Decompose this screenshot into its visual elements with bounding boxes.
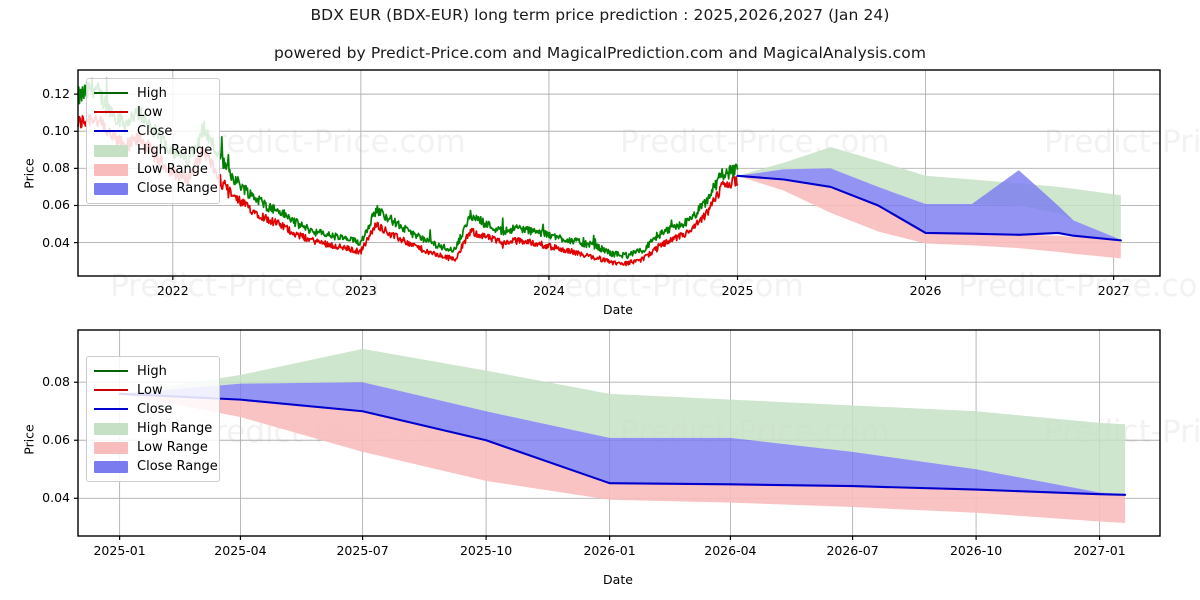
x-axis-tick-label: 2025-01 (93, 543, 146, 558)
x-axis-tick-label: 2026-01 (583, 543, 636, 558)
top-chart-legend-swatch-icon (94, 182, 128, 195)
top-chart-panel: Price Date Predict-Price.com Predict-Pric… (22, 69, 1200, 317)
x-axis-tick-label: 2024 (533, 283, 565, 298)
top-chart-legend-label: High Range (137, 143, 213, 158)
low-range-band (737, 175, 1121, 259)
x-axis-tick-label: 2027-01 (1073, 543, 1126, 558)
top-chart-legend-label: Close (137, 124, 173, 139)
forecast-bands (119, 348, 1126, 523)
bottom-chart-legend-swatch-icon (94, 441, 128, 454)
bottom-chart-panel: Price Date Predict-Price.comPredict-Pric… (0, 310, 1200, 600)
forecast-close-line (736, 174, 1122, 242)
bottom-chart-legend-label: Close (137, 402, 173, 417)
forecast-bands (737, 147, 1121, 259)
bottom-chart-legend-label: High Range (137, 421, 213, 436)
page-subtitle: powered by Predict-Price.com and Magical… (273, 44, 927, 62)
y-axis-tick-label: 0.06 (42, 197, 70, 213)
y-axis-tick-label: 0.04 (42, 490, 70, 506)
close-range-band (119, 382, 1126, 495)
bottom-chart-legend-swatch-icon (94, 460, 128, 473)
high-range-band (119, 348, 1126, 495)
bottom-chart-legend-label: Close Range (137, 459, 218, 474)
forecast-close-line (118, 392, 1127, 496)
y-axis-tick-label: 0.04 (42, 234, 70, 250)
top-chart-legend-item: High (94, 84, 211, 103)
bottom-chart-legend-swatch-icon (94, 365, 128, 378)
bottom-chart-x-axis-label: Date (603, 572, 633, 587)
bottom-chart-legend-label: Low Range (137, 440, 208, 455)
top-chart-x-axis-label: Date (603, 302, 633, 317)
y-axis-tick-label: 0.08 (42, 374, 70, 390)
top-chart-legend-swatch-icon (94, 87, 128, 100)
top-chart-legend-item: Low Range (94, 160, 211, 179)
bottom-chart-legend-item: Close (94, 400, 211, 419)
top-chart-legend-swatch-icon (94, 144, 128, 157)
bottom-chart-svg: Predict-Price.comPredict-Price.comPredic… (74, 329, 1200, 540)
bottom-chart-legend-item: High Range (94, 419, 213, 438)
y-axis-tick-label: 0.06 (42, 432, 70, 448)
x-axis-tick-label: 2026-04 (704, 543, 757, 558)
top-chart-svg: Predict-Price.com Predict-Price.com Predic… (74, 69, 1200, 304)
x-axis-tick-label: 2026 (909, 283, 942, 298)
x-axis-tick-label: 2023 (344, 283, 377, 298)
x-axis-tick-label: 2025-10 (459, 543, 513, 558)
bottom-chart-legend-item: Close Range (94, 457, 218, 476)
x-axis-tick-label: 2025-07 (336, 543, 389, 558)
bottom-chart-legend-item: Low (94, 381, 211, 400)
y-axis-tick-label: 0.08 (42, 160, 70, 176)
x-axis-tick-label: 2025 (721, 283, 754, 298)
top-chart-legend-label: High (137, 86, 167, 101)
close-range-band (737, 168, 1121, 241)
bottom-chart-legend: High Low Close High Range Low Range Close Ran… (86, 356, 220, 482)
page-title: BDX EUR (BDX-EUR) long term price predic… (310, 6, 890, 24)
top-chart-legend-label: Low Range (137, 162, 208, 177)
top-chart-legend-item: Close Range (94, 179, 218, 198)
bottom-chart-legend-label: Low (137, 383, 163, 398)
watermark-text: Predict-Price.com (110, 268, 380, 304)
bottom-chart-legend-swatch-icon (94, 384, 128, 397)
x-axis-tick-label: 2027 (1097, 283, 1130, 298)
bottom-chart-legend-item: High (94, 362, 211, 381)
top-chart-legend-item: High Range (94, 141, 213, 160)
top-chart-legend-swatch-icon (94, 125, 128, 138)
low-range-band (119, 393, 1126, 523)
bottom-chart-legend-swatch-icon (94, 403, 128, 416)
top-chart-legend: High Low Close High Range Low Range Close Ran… (86, 78, 220, 204)
top-chart-legend-label: Close Range (137, 181, 218, 196)
bottom-chart-legend-label: High (137, 364, 167, 379)
bottom-chart-legend-swatch-icon (94, 422, 128, 435)
top-chart-legend-item: Low (94, 103, 211, 122)
watermark-text: Predict-Price.com (534, 268, 804, 304)
top-chart-legend-swatch-icon (94, 106, 128, 119)
y-axis-tick-label: 0.12 (42, 86, 70, 102)
x-axis-tick-label: 2022 (156, 283, 189, 298)
x-axis-tick-label: 2026-07 (826, 543, 879, 558)
watermark-text: Predict-Price.com (196, 124, 466, 160)
bottom-chart-legend-item: Low Range (94, 438, 211, 457)
x-axis-tick-label: 2026-10 (949, 543, 1003, 558)
plot-frame (77, 329, 1161, 537)
high-range-band (737, 147, 1121, 240)
top-chart-legend-swatch-icon (94, 163, 128, 176)
watermark-text: Predict-Price.com (1044, 124, 1200, 160)
top-chart-legend-item: Close (94, 122, 211, 141)
y-axis-tick-label: 0.10 (42, 123, 70, 139)
plot-frame (77, 69, 1161, 277)
top-chart-legend-label: Low (137, 105, 163, 120)
x-axis-tick-label: 2025-04 (214, 543, 267, 558)
